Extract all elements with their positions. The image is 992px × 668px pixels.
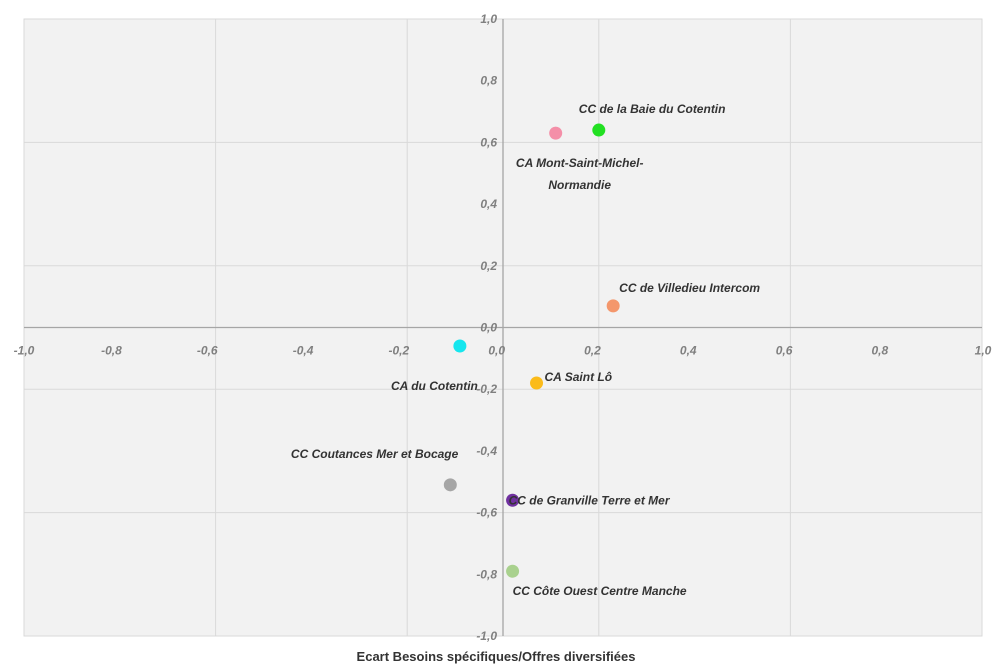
x-tick-label: 0,6	[776, 344, 793, 358]
axes	[24, 19, 982, 636]
point-label: CC de Granville Terre et Mer	[509, 493, 671, 507]
y-tick-label: -1,0	[476, 629, 497, 643]
data-point	[506, 493, 520, 507]
point-label: CA Saint Lô	[545, 370, 613, 384]
data-point	[606, 299, 620, 313]
point-label: CA Mont-Saint-Michel-Normandie	[516, 156, 644, 192]
point-label: CA du Cotentin	[391, 379, 478, 393]
y-tick-label: 1,0	[480, 12, 497, 26]
x-axis-title: Ecart Besoins spécifiques/Offres diversi…	[356, 649, 636, 664]
point-label: CC de Villedieu Intercom	[619, 281, 760, 295]
y-tick-label: 0,4	[480, 197, 497, 211]
data-point	[592, 123, 606, 137]
x-tick-label: -0,4	[293, 344, 314, 358]
x-tick-label: -0,8	[101, 344, 122, 358]
data-point	[530, 376, 544, 390]
tick-labels: -1,0 -0,8 -0,6 -0,4 -0,2 0,0 0,2 0,4 0,6 0,8 1,0 1,…	[14, 12, 992, 643]
x-tick-label: 0,2	[584, 344, 601, 358]
x-tick-label: 0,8	[872, 344, 889, 358]
data-points	[443, 123, 620, 578]
data-point	[443, 478, 457, 492]
y-tick-label: 0,8	[480, 74, 497, 88]
x-tick-label: 0,0	[488, 344, 505, 358]
x-tick-label: 0,4	[680, 344, 697, 358]
y-tick-label: 0,6	[480, 135, 497, 149]
data-point	[453, 339, 467, 353]
x-tick-label: 1,0	[975, 344, 992, 358]
y-tick-label: -0,4	[476, 444, 497, 458]
point-label: CC de la Baie du Cotentin	[579, 102, 726, 116]
x-tick-label: -0,6	[197, 344, 218, 358]
x-tick-label: -1,0	[14, 344, 35, 358]
point-labels: CC de la Baie du Cotentin CA Mont-Saint-M…	[291, 102, 760, 598]
y-tick-label: 0,2	[480, 259, 497, 273]
data-point	[506, 564, 520, 578]
y-tick-label: -0,8	[476, 567, 497, 581]
point-label: CC Côte Ouest Centre Manche	[513, 584, 687, 598]
y-tick-label: 0,0	[480, 321, 497, 335]
y-tick-label: -0,2	[476, 382, 497, 396]
data-point	[549, 126, 563, 140]
point-label: CC Coutances Mer et Bocage	[291, 447, 459, 461]
x-tick-label: -0,2	[389, 344, 410, 358]
y-tick-label: -0,6	[476, 506, 497, 520]
